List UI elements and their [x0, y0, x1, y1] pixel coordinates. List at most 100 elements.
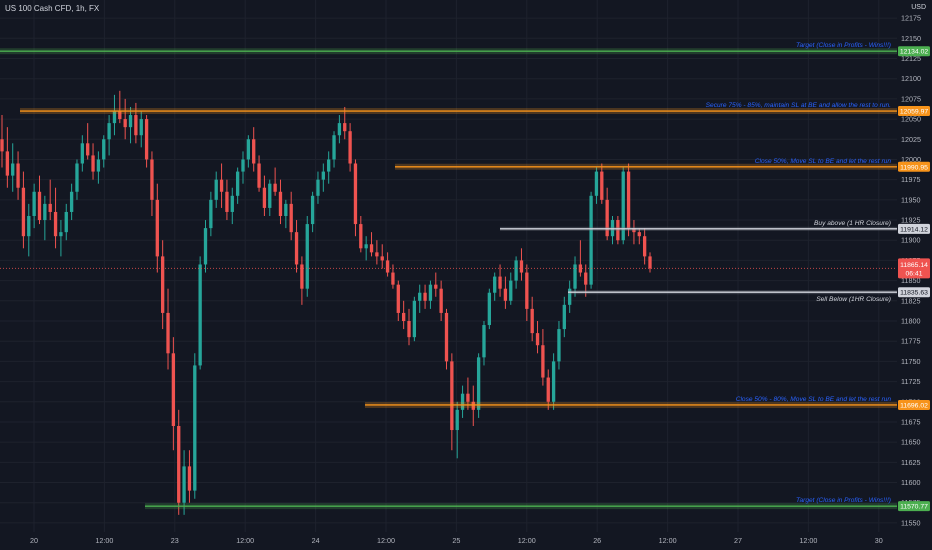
y-tick-label: 11725	[901, 377, 920, 386]
candle	[530, 296, 534, 342]
candle-body	[557, 329, 561, 362]
candle	[262, 175, 267, 216]
candle-body	[219, 179, 224, 192]
candle-body	[519, 260, 524, 273]
candle-body	[166, 312, 170, 354]
candle	[551, 353, 556, 410]
candle-body	[284, 203, 288, 216]
candle	[284, 199, 288, 229]
candle	[525, 264, 529, 321]
candle	[305, 216, 309, 297]
x-tick-label: 12:00	[95, 536, 113, 545]
candle	[27, 203, 31, 257]
candle	[428, 280, 433, 309]
candle	[102, 135, 106, 168]
candle	[476, 353, 481, 418]
y-tick-label: 12050	[901, 115, 921, 124]
time-axis[interactable]: 20 12:00 23 12:00 24 12:00 25 12:00 26 12:00 27 12:…	[30, 536, 883, 545]
candle	[230, 187, 234, 225]
price-tag-box	[898, 46, 930, 57]
candle	[616, 216, 620, 245]
candle	[96, 151, 101, 184]
symbol-title[interactable]: US 100 Cash CFD, 1h, FX	[5, 4, 100, 13]
price-tag-box	[898, 161, 930, 172]
candle-body	[525, 272, 529, 309]
candle-body	[112, 111, 117, 124]
candle-body	[642, 236, 647, 257]
candle-body	[37, 191, 42, 221]
candle-body	[337, 123, 342, 136]
candle-body	[294, 232, 299, 265]
y-tick-label: 12025	[901, 135, 921, 144]
candle-body	[439, 288, 443, 313]
candle-body	[396, 284, 400, 313]
candle	[546, 369, 550, 410]
level-note: Close 50%, Move SL to BE and let the res…	[755, 158, 892, 165]
candle-body	[16, 163, 20, 188]
level-note: Buy above (1 HR Closure)	[814, 220, 891, 227]
candle-body	[514, 260, 518, 281]
candle-body	[246, 139, 251, 160]
candle	[123, 98, 127, 140]
candle-body	[375, 252, 379, 257]
candle-body	[198, 264, 202, 366]
candle	[118, 90, 122, 124]
candle	[203, 220, 208, 273]
candle	[278, 179, 283, 225]
price-tag-label: 12059.97	[900, 109, 929, 116]
candle	[48, 179, 52, 221]
level-white: Buy above (1 HR Closure)	[500, 220, 897, 231]
candle-body	[91, 155, 95, 172]
candle	[5, 127, 10, 188]
candle-body	[203, 228, 208, 265]
candle	[155, 183, 159, 273]
candle	[198, 256, 202, 370]
candle-body	[348, 131, 352, 164]
candle-body	[48, 203, 52, 212]
candle-body	[144, 119, 149, 160]
candle-body	[86, 143, 90, 156]
candle-body	[503, 288, 508, 301]
candle-body	[584, 272, 588, 285]
candle	[519, 248, 524, 281]
price-tag: 12059.97	[898, 106, 930, 117]
x-tick-label: 12:00	[799, 536, 817, 545]
x-tick-label: 12:00	[518, 536, 536, 545]
candle-body	[161, 256, 165, 313]
candle-body	[107, 123, 111, 140]
candle-body	[5, 151, 10, 176]
level-note: Sell Below (1HR Closure)	[816, 296, 891, 303]
candle	[64, 203, 68, 241]
candle	[418, 284, 422, 313]
candle-body	[209, 199, 213, 229]
y-tick-label: 12100	[901, 74, 921, 83]
candle-body	[568, 288, 572, 305]
candle-body	[171, 353, 176, 426]
candle	[300, 256, 304, 305]
y-tick-label: 11900	[901, 236, 920, 245]
candle-body	[11, 163, 15, 176]
candle	[225, 179, 229, 221]
candle	[21, 171, 26, 249]
currency-label: USD	[911, 4, 926, 11]
candle-body	[316, 179, 320, 196]
candle	[310, 191, 315, 233]
candle-body	[600, 171, 604, 200]
candle	[69, 183, 74, 221]
candle-body	[69, 191, 74, 212]
candle-body	[252, 139, 256, 164]
candle	[209, 191, 213, 237]
candle	[332, 131, 336, 168]
price-tag: 11914.12	[898, 223, 930, 234]
candle-body	[428, 284, 433, 301]
candle	[294, 220, 299, 273]
price-tag-box	[898, 106, 930, 117]
candle-body	[235, 171, 240, 196]
x-tick-label: 26	[593, 536, 601, 545]
candle-body	[300, 264, 304, 289]
candle-body	[530, 308, 534, 334]
candle	[182, 450, 186, 515]
candle-body	[418, 292, 422, 301]
candle-body	[509, 280, 513, 301]
